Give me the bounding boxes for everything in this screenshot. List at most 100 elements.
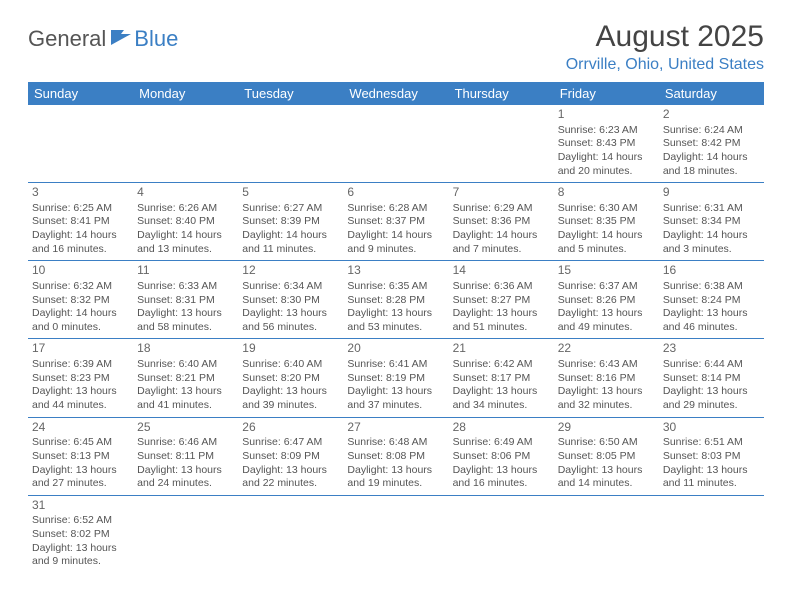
- day-header-row: SundayMondayTuesdayWednesdayThursdayFrid…: [28, 82, 764, 105]
- calendar-row: 10Sunrise: 6:32 AMSunset: 8:32 PMDayligh…: [28, 261, 764, 339]
- daylight-text: Daylight: 13 hours and 37 minutes.: [347, 385, 444, 412]
- sunset-text: Sunset: 8:05 PM: [558, 450, 655, 464]
- daylight-text: Daylight: 13 hours and 22 minutes.: [242, 464, 339, 491]
- day-header: Saturday: [659, 82, 764, 105]
- daylight-text: Daylight: 13 hours and 41 minutes.: [137, 385, 234, 412]
- sunset-text: Sunset: 8:31 PM: [137, 294, 234, 308]
- calendar-cell-empty: [28, 105, 133, 183]
- daylight-text: Daylight: 13 hours and 24 minutes.: [137, 464, 234, 491]
- daylight-text: Daylight: 13 hours and 56 minutes.: [242, 307, 339, 334]
- sunrise-text: Sunrise: 6:32 AM: [32, 280, 129, 294]
- sunrise-text: Sunrise: 6:41 AM: [347, 358, 444, 372]
- sunrise-text: Sunrise: 6:46 AM: [137, 436, 234, 450]
- calendar-cell: 7Sunrise: 6:29 AMSunset: 8:36 PMDaylight…: [449, 183, 554, 261]
- sunset-text: Sunset: 8:24 PM: [663, 294, 760, 308]
- sunrise-text: Sunrise: 6:29 AM: [453, 202, 550, 216]
- day-number: 6: [347, 185, 444, 201]
- day-number: 23: [663, 341, 760, 357]
- daylight-text: Daylight: 14 hours and 3 minutes.: [663, 229, 760, 256]
- sunset-text: Sunset: 8:36 PM: [453, 215, 550, 229]
- sunrise-text: Sunrise: 6:52 AM: [32, 514, 129, 528]
- sunrise-text: Sunrise: 6:39 AM: [32, 358, 129, 372]
- calendar-cell: 23Sunrise: 6:44 AMSunset: 8:14 PMDayligh…: [659, 339, 764, 417]
- sunrise-text: Sunrise: 6:34 AM: [242, 280, 339, 294]
- sunset-text: Sunset: 8:40 PM: [137, 215, 234, 229]
- daylight-text: Daylight: 13 hours and 27 minutes.: [32, 464, 129, 491]
- sunset-text: Sunset: 8:11 PM: [137, 450, 234, 464]
- day-number: 19: [242, 341, 339, 357]
- calendar-cell: 19Sunrise: 6:40 AMSunset: 8:20 PMDayligh…: [238, 339, 343, 417]
- calendar-cell-empty: [343, 105, 448, 183]
- calendar-cell: 13Sunrise: 6:35 AMSunset: 8:28 PMDayligh…: [343, 261, 448, 339]
- calendar-cell: 6Sunrise: 6:28 AMSunset: 8:37 PMDaylight…: [343, 183, 448, 261]
- page-title: August 2025: [566, 20, 764, 54]
- sunset-text: Sunset: 8:06 PM: [453, 450, 550, 464]
- day-header: Sunday: [28, 82, 133, 105]
- calendar-cell: 30Sunrise: 6:51 AMSunset: 8:03 PMDayligh…: [659, 417, 764, 495]
- calendar-row: 1Sunrise: 6:23 AMSunset: 8:43 PMDaylight…: [28, 105, 764, 183]
- day-number: 8: [558, 185, 655, 201]
- sunrise-text: Sunrise: 6:44 AM: [663, 358, 760, 372]
- sunset-text: Sunset: 8:26 PM: [558, 294, 655, 308]
- calendar-cell: 10Sunrise: 6:32 AMSunset: 8:32 PMDayligh…: [28, 261, 133, 339]
- calendar-cell-empty: [133, 105, 238, 183]
- sunset-text: Sunset: 8:37 PM: [347, 215, 444, 229]
- day-number: 2: [663, 107, 760, 123]
- daylight-text: Daylight: 13 hours and 58 minutes.: [137, 307, 234, 334]
- sunrise-text: Sunrise: 6:23 AM: [558, 124, 655, 138]
- daylight-text: Daylight: 14 hours and 9 minutes.: [347, 229, 444, 256]
- sunset-text: Sunset: 8:13 PM: [32, 450, 129, 464]
- daylight-text: Daylight: 13 hours and 16 minutes.: [453, 464, 550, 491]
- calendar-cell: 4Sunrise: 6:26 AMSunset: 8:40 PMDaylight…: [133, 183, 238, 261]
- day-number: 14: [453, 263, 550, 279]
- sunrise-text: Sunrise: 6:40 AM: [137, 358, 234, 372]
- calendar-cell: 2Sunrise: 6:24 AMSunset: 8:42 PMDaylight…: [659, 105, 764, 183]
- daylight-text: Daylight: 13 hours and 44 minutes.: [32, 385, 129, 412]
- day-number: 9: [663, 185, 760, 201]
- calendar-cell: 18Sunrise: 6:40 AMSunset: 8:21 PMDayligh…: [133, 339, 238, 417]
- day-number: 22: [558, 341, 655, 357]
- sunrise-text: Sunrise: 6:35 AM: [347, 280, 444, 294]
- day-number: 4: [137, 185, 234, 201]
- day-number: 20: [347, 341, 444, 357]
- day-number: 12: [242, 263, 339, 279]
- calendar-cell: 17Sunrise: 6:39 AMSunset: 8:23 PMDayligh…: [28, 339, 133, 417]
- calendar-cell-empty: [343, 495, 448, 573]
- calendar-row: 24Sunrise: 6:45 AMSunset: 8:13 PMDayligh…: [28, 417, 764, 495]
- calendar-cell: 22Sunrise: 6:43 AMSunset: 8:16 PMDayligh…: [554, 339, 659, 417]
- calendar-cell: 8Sunrise: 6:30 AMSunset: 8:35 PMDaylight…: [554, 183, 659, 261]
- day-number: 10: [32, 263, 129, 279]
- day-number: 28: [453, 420, 550, 436]
- daylight-text: Daylight: 13 hours and 19 minutes.: [347, 464, 444, 491]
- header: General Blue August 2025 Orrville, Ohio,…: [28, 20, 764, 74]
- daylight-text: Daylight: 14 hours and 7 minutes.: [453, 229, 550, 256]
- day-header: Friday: [554, 82, 659, 105]
- day-number: 11: [137, 263, 234, 279]
- calendar-cell: 28Sunrise: 6:49 AMSunset: 8:06 PMDayligh…: [449, 417, 554, 495]
- calendar-cell-empty: [238, 105, 343, 183]
- day-number: 15: [558, 263, 655, 279]
- day-number: 29: [558, 420, 655, 436]
- calendar-table: SundayMondayTuesdayWednesdayThursdayFrid…: [28, 82, 764, 573]
- sunrise-text: Sunrise: 6:28 AM: [347, 202, 444, 216]
- sunset-text: Sunset: 8:09 PM: [242, 450, 339, 464]
- calendar-cell: 27Sunrise: 6:48 AMSunset: 8:08 PMDayligh…: [343, 417, 448, 495]
- daylight-text: Daylight: 14 hours and 18 minutes.: [663, 151, 760, 178]
- sunset-text: Sunset: 8:17 PM: [453, 372, 550, 386]
- sunrise-text: Sunrise: 6:51 AM: [663, 436, 760, 450]
- calendar-cell: 15Sunrise: 6:37 AMSunset: 8:26 PMDayligh…: [554, 261, 659, 339]
- location-label: Orrville, Ohio, United States: [566, 56, 764, 74]
- day-header: Wednesday: [343, 82, 448, 105]
- sunrise-text: Sunrise: 6:31 AM: [663, 202, 760, 216]
- calendar-cell-empty: [659, 495, 764, 573]
- calendar-cell: 29Sunrise: 6:50 AMSunset: 8:05 PMDayligh…: [554, 417, 659, 495]
- calendar-body: 1Sunrise: 6:23 AMSunset: 8:43 PMDaylight…: [28, 105, 764, 573]
- calendar-cell-empty: [238, 495, 343, 573]
- sunrise-text: Sunrise: 6:40 AM: [242, 358, 339, 372]
- day-header: Thursday: [449, 82, 554, 105]
- calendar-cell: 5Sunrise: 6:27 AMSunset: 8:39 PMDaylight…: [238, 183, 343, 261]
- sunrise-text: Sunrise: 6:33 AM: [137, 280, 234, 294]
- sunset-text: Sunset: 8:42 PM: [663, 137, 760, 151]
- day-number: 26: [242, 420, 339, 436]
- sunrise-text: Sunrise: 6:37 AM: [558, 280, 655, 294]
